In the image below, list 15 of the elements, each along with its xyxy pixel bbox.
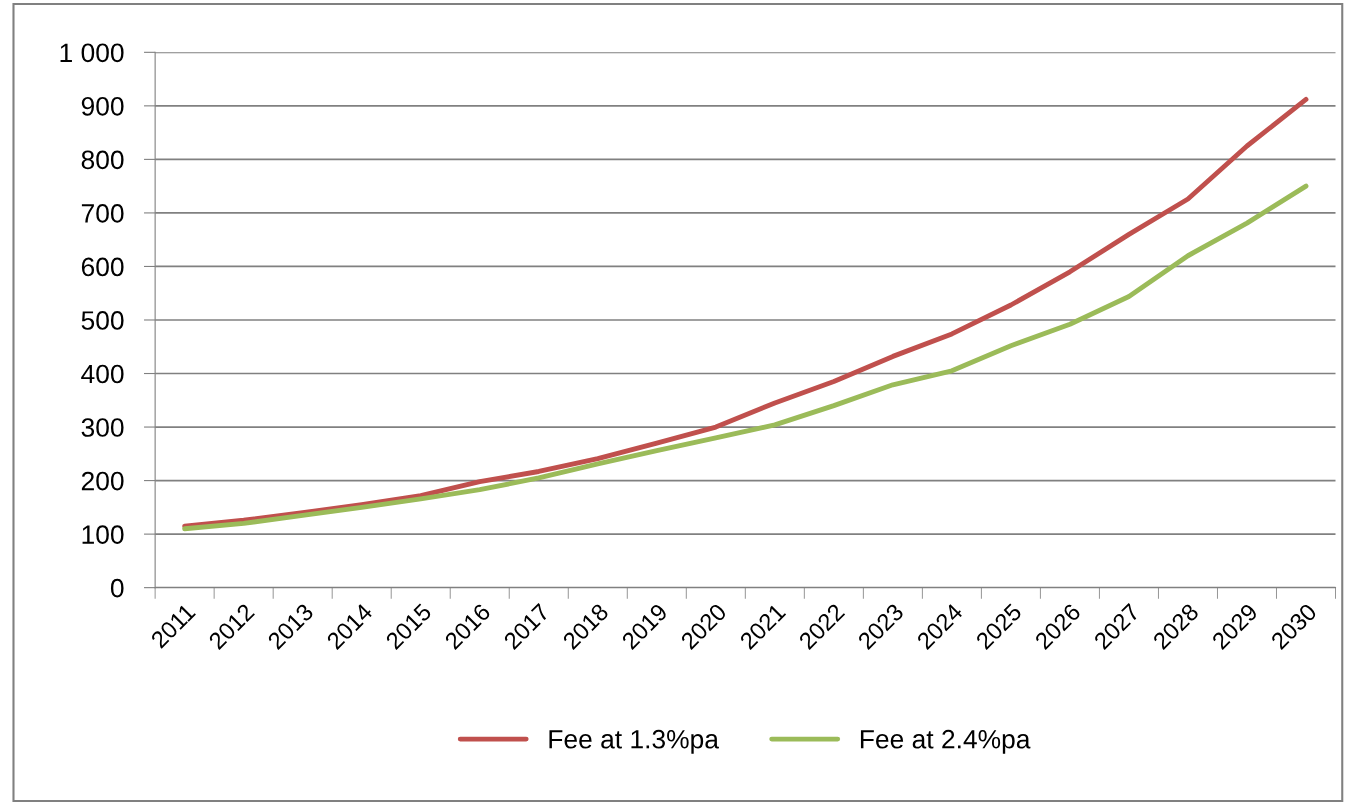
y-tick-label: 500 [81, 311, 124, 330]
y-tick-label: 800 [81, 150, 124, 170]
y-tick-label: 600 [81, 257, 124, 277]
y-tick-label: 1 000 [60, 43, 124, 63]
y-tick-label: 300 [81, 418, 124, 437]
y-tick-label: 200 [81, 471, 124, 491]
y-tick-label: 0 [110, 578, 124, 598]
y-tick-label: 700 [81, 204, 124, 223]
y-tick-label: 900 [81, 96, 124, 116]
line-series [182, 183, 1309, 532]
legend-label: Fee at 1.3%pa [549, 729, 719, 754]
y-tick-label: 400 [81, 364, 124, 384]
line-series [182, 97, 1309, 529]
y-tick-label: 100 [82, 525, 124, 544]
legend-label: Fee at 2.4%pa [860, 729, 1031, 754]
